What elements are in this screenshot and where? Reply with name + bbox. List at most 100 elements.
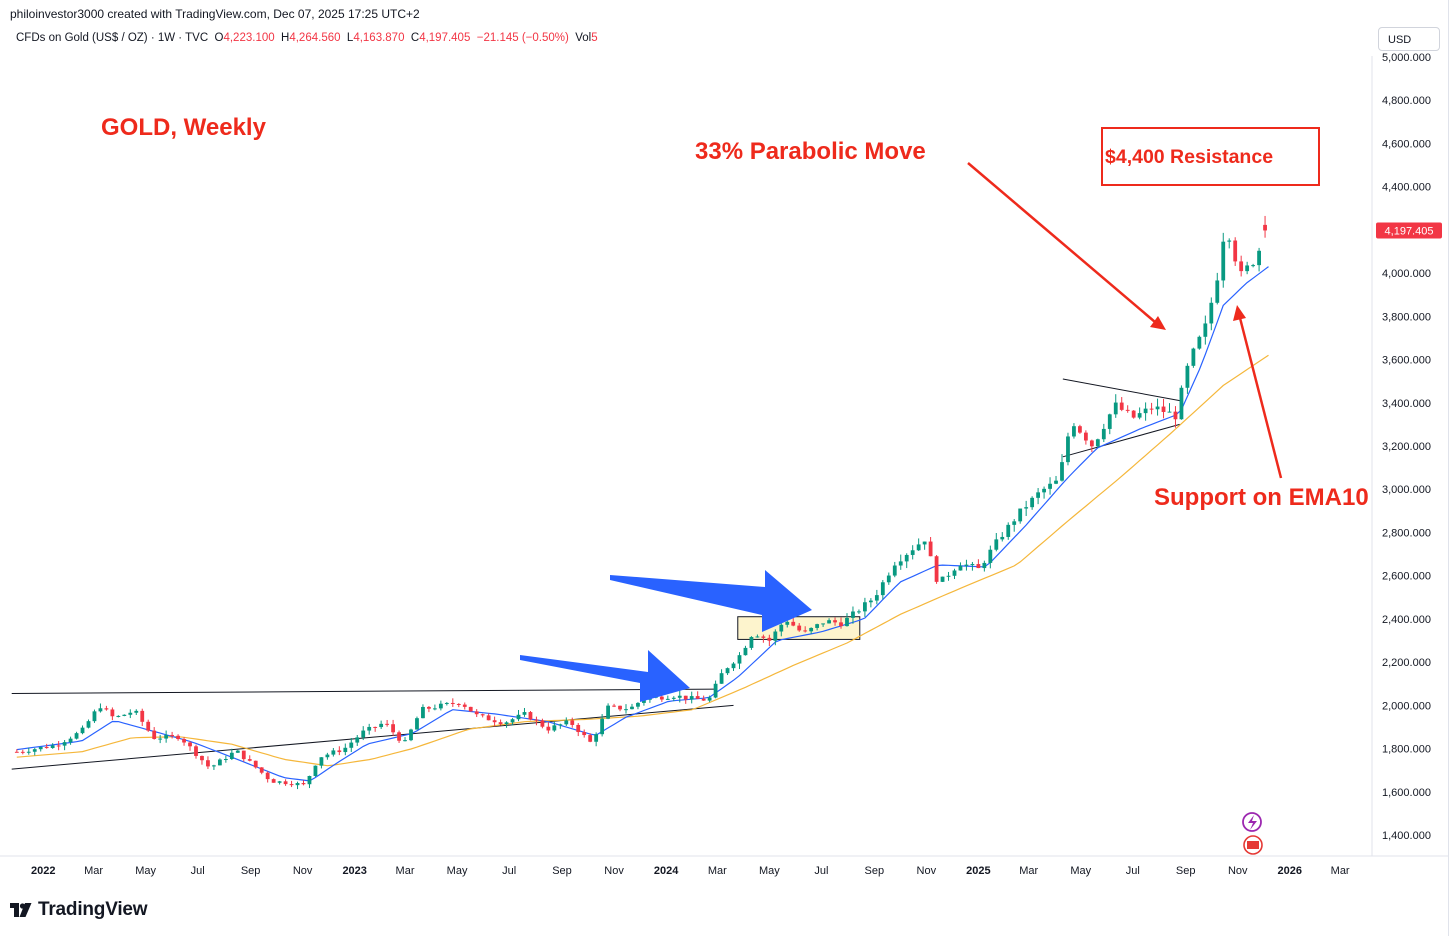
candle-body (809, 627, 814, 632)
candle-body (26, 751, 31, 753)
change-value: −21.145 (−0.50%) (476, 32, 569, 44)
candle (552, 721, 557, 732)
candle-body (1030, 497, 1035, 508)
candle-body (38, 747, 43, 750)
candle-body (409, 729, 413, 741)
candle (319, 757, 324, 769)
candle-body (152, 730, 157, 739)
candle (134, 709, 139, 715)
candle-body (349, 742, 354, 748)
candle-body (1072, 426, 1076, 437)
candle-body (1036, 492, 1041, 498)
candle-body (582, 732, 587, 736)
candle (158, 734, 163, 744)
candle-body (946, 575, 951, 577)
candle-body (313, 765, 318, 776)
candle (235, 749, 240, 753)
candle (564, 717, 569, 726)
candle (540, 718, 545, 729)
trendline (1062, 378, 1180, 402)
candle (92, 709, 97, 723)
candle-body (1197, 336, 1202, 349)
candle-body (1107, 414, 1112, 429)
candle (767, 634, 772, 647)
x-tick-label: Nov (917, 865, 937, 877)
footer-brand[interactable]: TradingView (10, 897, 148, 923)
instrument-label[interactable]: CFDs on Gold (US$ / OZ) · 1W · TVC (16, 32, 209, 44)
candle-body (468, 706, 473, 712)
candle (863, 597, 867, 617)
y-tick-label: 4,000.000 (1382, 268, 1431, 280)
candle-body (791, 621, 796, 626)
candle-body (815, 624, 820, 628)
red-arrow-parabolic-shaft (967, 162, 1156, 323)
x-tick-label: Jul (502, 865, 516, 877)
candle-body (480, 714, 485, 716)
close-value: 4,197.405 (419, 32, 471, 44)
candle-body (14, 751, 19, 753)
candle-body (116, 715, 121, 717)
candle-body (1149, 408, 1154, 410)
candle (946, 571, 951, 581)
candle-body (540, 720, 545, 727)
candle (851, 606, 855, 624)
candle-body (50, 745, 55, 748)
candle-body (20, 751, 25, 753)
candle-body (307, 775, 312, 785)
candle (80, 725, 85, 735)
blue-arrow-consolidation (610, 570, 812, 632)
candle (1000, 532, 1005, 542)
candle (821, 623, 825, 627)
candle (570, 717, 575, 728)
x-tick-label: Sep (552, 865, 572, 877)
candle (701, 695, 706, 701)
candle-body (176, 735, 180, 740)
candle (994, 532, 999, 552)
candle (833, 617, 837, 626)
candle (367, 723, 372, 735)
candle-body (1018, 508, 1023, 522)
candle (74, 731, 79, 740)
candle (665, 695, 670, 701)
candle-body (1131, 410, 1136, 418)
y-tick-label: 3,200.000 (1382, 441, 1431, 453)
candle-body (564, 720, 569, 725)
candle (1149, 402, 1154, 415)
candle-body (450, 702, 455, 704)
candle-body (749, 637, 754, 648)
candle-body (964, 564, 969, 566)
candle-body (576, 724, 581, 733)
y-tick-label: 1,600.000 (1382, 787, 1431, 799)
candle (38, 746, 43, 752)
candle (958, 562, 963, 571)
candle (259, 767, 264, 775)
candle-body (558, 724, 563, 726)
candle-body (474, 711, 479, 715)
close-label: C (410, 32, 420, 44)
candle-body (1060, 462, 1064, 481)
candle (98, 703, 103, 713)
candle (277, 780, 282, 785)
candle-body (1245, 265, 1250, 272)
candle-body (86, 721, 91, 728)
currency-button[interactable]: USD (1378, 27, 1440, 51)
candle-body (880, 582, 885, 596)
candle-body (982, 562, 987, 569)
x-tick-label: Jul (1126, 865, 1140, 877)
candle (343, 743, 348, 756)
candle (1095, 438, 1100, 448)
candle (1251, 263, 1256, 268)
candle-body (283, 781, 288, 785)
candle-body (988, 549, 993, 563)
candle-body (62, 742, 67, 746)
candle-body (731, 663, 736, 669)
candle (779, 623, 784, 637)
y-tick-label: 2,800.000 (1382, 527, 1431, 539)
candle-body (904, 554, 909, 562)
candle-body (44, 747, 49, 749)
candle (940, 576, 945, 583)
y-tick-label: 2,200.000 (1382, 657, 1431, 669)
candle (307, 775, 312, 789)
candle-body (403, 740, 407, 742)
